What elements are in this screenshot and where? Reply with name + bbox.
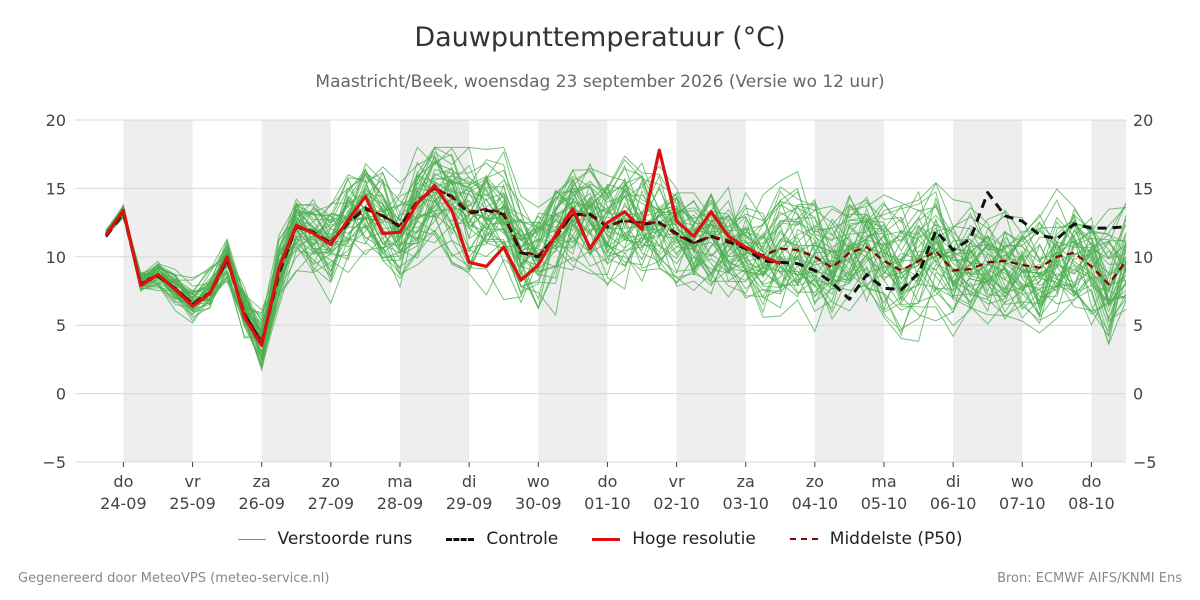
x-tick-date: 05-10 [861,494,908,513]
y-axis-right: 20 15 10 5 0 −5 [1133,111,1157,472]
y-axis-left: 20 15 10 5 0 −5 [42,111,66,472]
x-tick-date: 28-09 [377,494,424,513]
y-tick-label: 15 [1133,179,1153,198]
series-lines [104,148,1127,348]
legend-swatch-ensemble [237,538,266,540]
x-tick-date: 26-09 [238,494,285,513]
footer-source: Bron: ECMWF AIFS/KNMI Ens [997,571,1182,586]
x-tick-date: 02-10 [653,494,700,513]
x-tick-date: 03-10 [722,494,769,513]
y-tick-label: 10 [1133,248,1153,267]
legend-item-p50: Middelste (P50) [789,529,963,549]
x-tick-day: ma [387,472,412,491]
x-tick-day: wo [527,472,550,491]
legend-item-hres: Hoge resolutie [592,529,756,549]
x-tick-day: vr [669,472,685,491]
x-tick-day: vr [185,472,201,491]
ensemble-member-line [105,191,1127,322]
ensemble-member-line [105,146,1127,333]
legend-swatch-hres [592,537,621,541]
y-tick-label: 20 [46,111,66,130]
x-tick-date: 29-09 [446,494,493,513]
ensemble-member-line [105,170,1127,329]
legend: Verstoorde runs Controle Hoge resolutie … [0,529,1200,549]
x-tick-date: 08-10 [1068,494,1115,513]
ensemble-member-line [105,146,1127,368]
y-tick-label: 0 [56,385,66,404]
footer-generated-by: Gegenereerd door MeteoVPS (meteo-service… [18,571,330,586]
day-band [123,120,193,462]
grid-lines [75,119,1126,463]
x-axis: do 24-09 vr 25-09 za 26-09 zo 27-09 ma 28-09 di 29-… [100,462,1115,513]
legend-item-control: Controle [446,529,558,549]
chart-subtitle: Maastricht/Beek, woensdag 23 september 2… [315,72,885,92]
y-tick-label: 5 [1133,316,1143,335]
x-tick-date: 24-09 [100,494,147,513]
x-tick-day: do [113,472,133,491]
legend-label: Controle [486,529,559,549]
x-tick-day: do [597,472,617,491]
x-tick-day: di [946,472,961,491]
series-line-hres [104,148,781,348]
y-tick-label: −5 [42,453,66,472]
y-tick-label: 20 [1133,111,1153,130]
x-tick-date: 04-10 [792,494,839,513]
x-tick-day: za [253,472,271,491]
y-tick-label: 0 [1133,385,1143,404]
x-tick-date: 01-10 [584,494,631,513]
x-tick-date: 27-09 [308,494,355,513]
ensemble-member-line [105,154,1127,343]
ensemble-member-line [105,146,1127,358]
legend-swatch-control [446,537,475,541]
y-tick-label: 10 [46,248,66,267]
y-tick-label: −5 [1133,453,1157,472]
chart-title: Dauwpunttemperatuur (°C) [414,22,786,53]
ensemble-member-line [105,169,1127,344]
legend-label: Middelste (P50) [829,529,963,549]
x-tick-date: 30-09 [515,494,562,513]
x-tick-day: wo [1011,472,1034,491]
x-tick-day: zo [322,472,340,491]
x-tick-day: ma [871,472,896,491]
day-band [676,120,746,462]
weekend-day-bands [123,120,1126,462]
ensemble-member-line [105,174,1127,361]
ensemble-member-line [105,159,1127,346]
legend-label: Hoge resolutie [632,529,756,549]
legend-item-ensemble: Verstoorde runs [237,529,413,549]
y-tick-label: 15 [46,179,66,198]
x-tick-day: zo [806,472,824,491]
x-tick-day: do [1081,472,1101,491]
legend-swatch-p50 [789,538,818,540]
x-tick-day: di [462,472,477,491]
series-line-p50 [105,187,1127,343]
x-tick-date: 06-10 [930,494,977,513]
y-tick-label: 5 [56,316,66,335]
legend-label: Verstoorde runs [277,529,413,549]
x-tick-date: 07-10 [999,494,1046,513]
x-tick-date: 25-09 [169,494,216,513]
x-tick-day: za [737,472,755,491]
